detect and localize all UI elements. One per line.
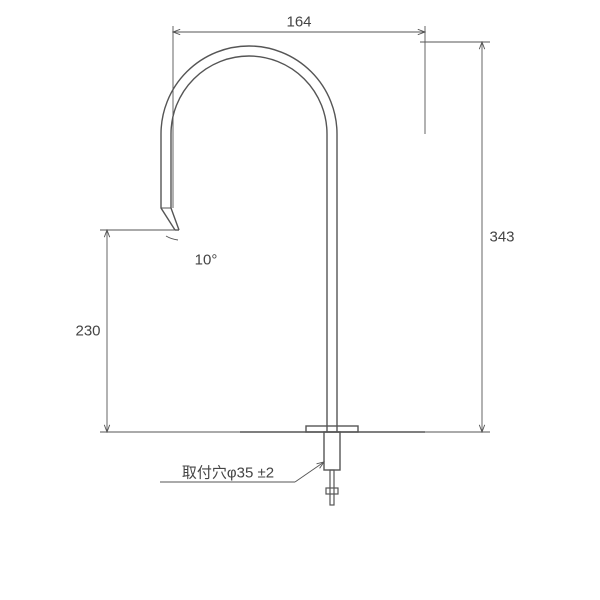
angle-arc bbox=[166, 236, 178, 240]
nut bbox=[326, 488, 338, 494]
faucet-inner-edge bbox=[171, 56, 327, 432]
faucet-drawing bbox=[0, 0, 600, 600]
hole-leader bbox=[295, 462, 324, 482]
drawing-canvas: 164 343 230 10° 取付穴φ35 ±2 bbox=[0, 0, 600, 600]
dim-left-height-label: 230 bbox=[75, 323, 100, 340]
dim-right-height-label: 343 bbox=[489, 229, 514, 246]
angle-label: 10° bbox=[195, 252, 218, 269]
faucet-outer-edge bbox=[161, 46, 337, 432]
hole-label: 取付穴φ35 ±2 bbox=[182, 462, 274, 483]
dim-top-width-label: 164 bbox=[282, 14, 315, 31]
flange bbox=[306, 426, 358, 432]
below-stub bbox=[324, 432, 340, 470]
